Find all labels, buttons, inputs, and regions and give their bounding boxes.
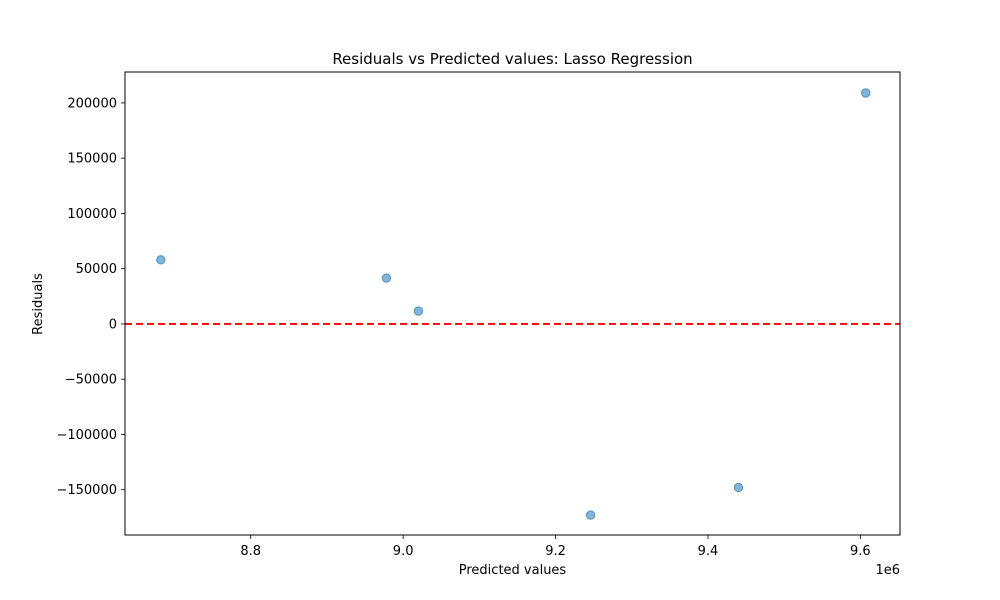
y-tick-label: −100000 xyxy=(56,428,117,443)
y-tick-label: −150000 xyxy=(56,483,117,498)
scatter-point-4 xyxy=(585,510,596,520)
y-tick-label: 0 xyxy=(109,317,117,332)
x-tick-label: 9.6 xyxy=(850,544,871,559)
scatter-point-1 xyxy=(156,255,166,265)
scatter-point-5 xyxy=(733,482,744,493)
y-tick-label: 50000 xyxy=(76,262,117,277)
scatter-point-3 xyxy=(413,306,424,316)
plot-area: 8.8 9.0 9.2 9.4 9.6 −150000 −100000 −50000 0 5000… xyxy=(56,71,901,559)
axes-frame xyxy=(124,71,901,536)
x-tick-label: 9.4 xyxy=(698,544,719,559)
x-axis-offset-label: 1e6 xyxy=(875,563,900,578)
x-axis-label: Predicted values xyxy=(459,563,567,578)
chart-title: Residuals vs Predicted values: Lasso Reg… xyxy=(332,50,692,68)
x-tick-label: 9.2 xyxy=(545,544,566,559)
x-tick-label: 8.8 xyxy=(240,544,261,559)
y-axis-label: Residuals xyxy=(31,273,46,335)
scatter-point-6 xyxy=(861,88,871,98)
y-tick-label: 150000 xyxy=(67,152,117,167)
y-tick-label: 100000 xyxy=(67,207,117,222)
scatter-point-2 xyxy=(381,273,392,283)
x-tick-label: 9.0 xyxy=(393,544,414,559)
y-tick-label: −50000 xyxy=(65,373,117,388)
y-tick-label: 200000 xyxy=(67,96,117,111)
